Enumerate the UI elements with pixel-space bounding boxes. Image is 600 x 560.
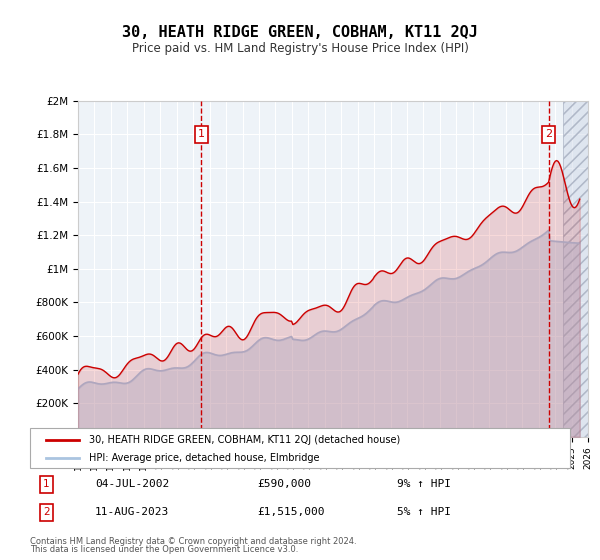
Text: 2: 2 <box>545 129 552 139</box>
Text: 30, HEATH RIDGE GREEN, COBHAM, KT11 2QJ (detached house): 30, HEATH RIDGE GREEN, COBHAM, KT11 2QJ … <box>89 435 401 445</box>
Bar <box>563 101 588 437</box>
Text: 04-JUL-2002: 04-JUL-2002 <box>95 479 169 489</box>
Text: This data is licensed under the Open Government Licence v3.0.: This data is licensed under the Open Gov… <box>30 545 298 554</box>
Text: 1: 1 <box>198 129 205 139</box>
Text: Contains HM Land Registry data © Crown copyright and database right 2024.: Contains HM Land Registry data © Crown c… <box>30 537 356 546</box>
Text: HPI: Average price, detached house, Elmbridge: HPI: Average price, detached house, Elmb… <box>89 453 320 463</box>
Text: 1: 1 <box>43 479 50 489</box>
Text: 30, HEATH RIDGE GREEN, COBHAM, KT11 2QJ: 30, HEATH RIDGE GREEN, COBHAM, KT11 2QJ <box>122 25 478 40</box>
Text: 5% ↑ HPI: 5% ↑ HPI <box>397 507 451 517</box>
Text: 2: 2 <box>43 507 50 517</box>
Bar <box>563 101 588 437</box>
FancyBboxPatch shape <box>30 428 570 468</box>
Text: £1,515,000: £1,515,000 <box>257 507 324 517</box>
Text: 9% ↑ HPI: 9% ↑ HPI <box>397 479 451 489</box>
Text: Price paid vs. HM Land Registry's House Price Index (HPI): Price paid vs. HM Land Registry's House … <box>131 42 469 55</box>
Text: 11-AUG-2023: 11-AUG-2023 <box>95 507 169 517</box>
Text: £590,000: £590,000 <box>257 479 311 489</box>
